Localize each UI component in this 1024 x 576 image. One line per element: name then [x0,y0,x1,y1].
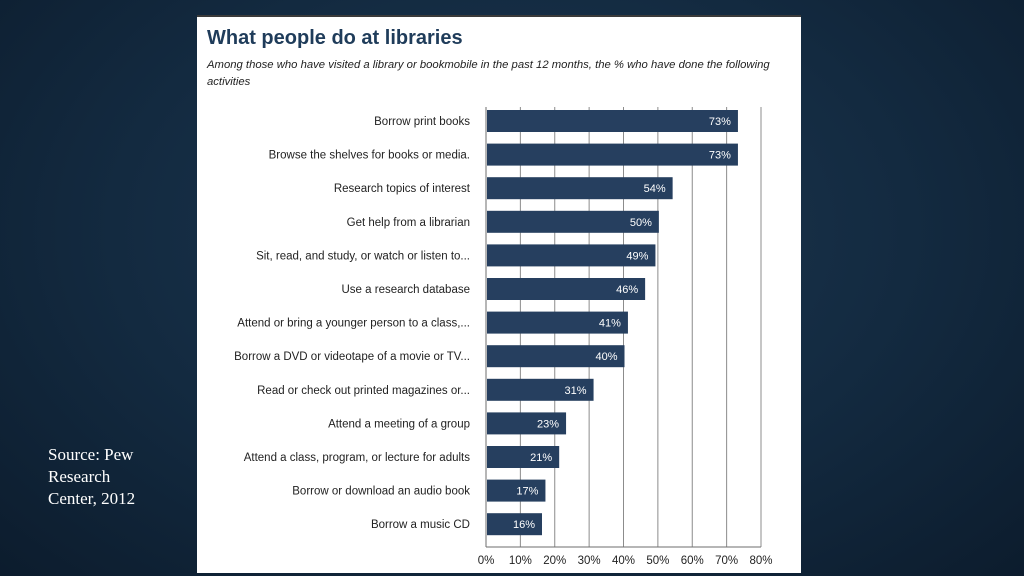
bar [487,244,656,267]
source-line: Source: Pew [48,445,134,464]
x-tick-label: 10% [509,555,532,567]
source-note: Source: Pew Research Center, 2012 [48,444,188,510]
category-label: Get help from a librarian [347,217,470,229]
data-label: 50% [630,217,652,229]
category-label: Research topics of interest [334,183,471,195]
data-label: 73% [709,150,731,162]
bar [487,278,646,300]
x-tick-label: 70% [715,555,738,567]
data-label: 41% [599,318,621,330]
data-label: 16% [513,519,535,531]
category-label: Borrow a DVD or videotape of a movie or … [234,351,470,363]
source-line: Center, 2012 [48,489,136,508]
data-label: 21% [530,452,552,464]
bar [487,378,594,401]
data-label: 49% [626,250,648,262]
bar [487,345,625,368]
chart-subtitle: Among those who have visited a library o… [207,59,770,88]
category-label: Use a research database [342,284,471,296]
data-label: 54% [644,183,666,195]
x-tick-label: 80% [749,555,772,567]
data-label: 17% [516,486,538,498]
bar [487,412,567,435]
x-tick-label: 30% [578,555,601,567]
category-label: Borrow print books [374,116,470,128]
bar [487,479,546,502]
category-label: Borrow a music CD [371,519,470,531]
data-label: 73% [709,116,731,128]
category-label: Browse the shelves for books or media. [269,150,470,162]
bar [487,110,738,132]
data-label: 46% [616,284,638,296]
data-label: 40% [595,351,617,363]
bar [487,311,628,334]
x-tick-label: 50% [646,555,669,567]
bar [487,446,560,468]
category-label: Sit, read, and study, or watch or listen… [256,250,470,262]
bar-chart: 0% 10% 20% 30% 40% 50% 60% 70% 80% Borrow print b… [234,107,773,567]
data-label: 31% [565,385,587,397]
x-tick-label: 40% [612,555,635,567]
bar [487,210,659,233]
category-label: Attend or bring a younger person to a cl… [237,318,470,330]
chart-title: What people do at libraries [207,27,463,49]
x-tick-label: 20% [543,555,566,567]
category-label: Borrow or download an audio book [292,486,470,498]
category-label: Read or check out printed magazines or..… [257,385,470,397]
x-tick-label: 0% [478,555,495,567]
category-label: Attend a meeting of a group [328,418,470,430]
bar [487,513,542,536]
bar [487,177,673,200]
data-label: 23% [537,418,559,430]
chart-panel: What people do at libraries Among those … [197,15,801,573]
category-label: Attend a class, program, or lecture for … [244,452,471,464]
source-line: Research [48,467,111,486]
bar [487,143,738,166]
x-tick-label: 60% [681,555,704,567]
